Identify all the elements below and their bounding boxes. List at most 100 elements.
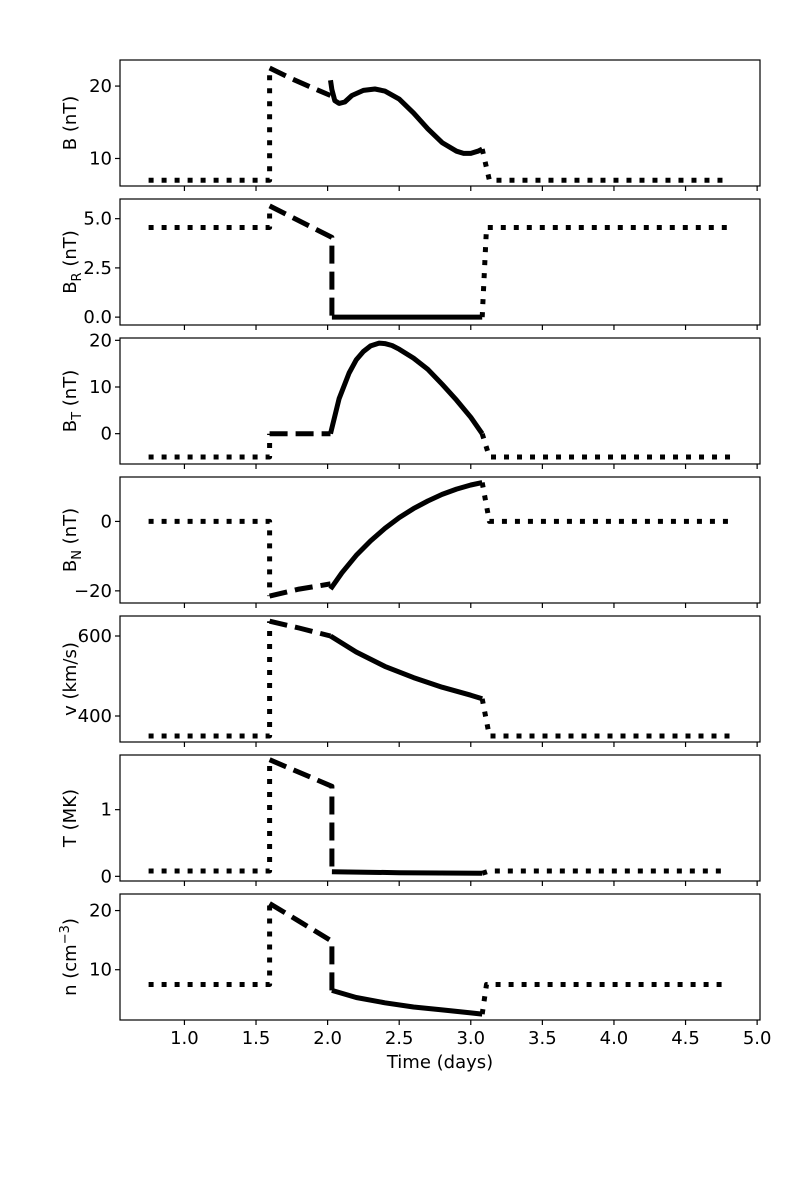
series-line-BT-2-solid <box>328 340 485 436</box>
x-tick-label: 4.0 <box>600 1028 629 1049</box>
series-line-B-3-dotted <box>479 148 729 183</box>
y-tick-label-T: 1 <box>101 800 112 821</box>
y-tick-label-BN: 0 <box>101 511 112 532</box>
y-axis-label-units: (MK) <box>60 789 81 836</box>
series-line-BT-3-dotted <box>479 432 732 460</box>
y-tick-label-T: 0 <box>101 866 112 887</box>
series-group <box>148 480 732 599</box>
y-tick-label-BN: −20 <box>74 581 112 602</box>
y-axis-label-main: T <box>60 835 81 848</box>
y-axis-label-units-close: ) <box>60 918 81 925</box>
x-tick-label: 3.5 <box>528 1028 557 1049</box>
series-line-n-2-solid <box>331 988 483 1017</box>
y-axis-label-units: (nT) <box>60 370 81 412</box>
series-line-v-0-dotted <box>148 621 273 739</box>
series-line-T-2-solid <box>331 869 483 876</box>
panel-frame <box>119 59 761 187</box>
y-axis-label-B: B (nT) <box>60 96 81 151</box>
panel-frame <box>119 476 761 604</box>
series-line-BN-2-solid <box>328 480 483 591</box>
panel-frame <box>119 198 761 326</box>
y-tick-label-n: 10 <box>89 960 112 981</box>
series-line-BT-0-dotted <box>148 433 273 460</box>
y-tick-label-BT: 20 <box>89 330 112 351</box>
panel-frame <box>119 337 761 465</box>
y-tick-label-BT: 10 <box>89 377 112 398</box>
y-axis-label-main: B <box>60 420 81 432</box>
panel-BN: −20 0 BN (nT) <box>60 476 761 608</box>
y-tick-label-BR: 5.0 <box>83 209 112 230</box>
panel-frame <box>119 893 761 1021</box>
series-line-v-2-solid <box>329 633 483 702</box>
x-tick-label: 3.0 <box>456 1028 485 1049</box>
y-axis-label-subscript: R <box>70 272 85 281</box>
series-line-T-0-dotted <box>148 759 273 874</box>
panel-BR: 0.02.55.0BR (nT) <box>60 198 761 330</box>
y-axis-label-units: (km/s) <box>60 642 81 705</box>
series-line-n-3-dotted <box>479 982 729 1015</box>
series-line-n-0-dotted <box>148 903 273 987</box>
series-group <box>148 203 729 320</box>
panel-frame <box>119 615 761 743</box>
y-axis-label-main: v <box>60 705 81 716</box>
series-line-B-1-dashed <box>268 65 332 98</box>
series-group <box>148 901 729 1017</box>
series-line-BN-1-dashed <box>269 581 331 599</box>
series-line-T-3-dotted <box>481 868 729 876</box>
panel-frame <box>119 754 761 882</box>
y-tick-label-BR: 0.0 <box>83 307 112 328</box>
y-axis-label-main: B <box>60 138 81 150</box>
series-line-B-0-dotted <box>148 68 273 183</box>
series-group <box>148 65 729 183</box>
y-axis-label-subscript: N <box>70 550 85 560</box>
y-axis-label-units: (nT) <box>60 230 81 272</box>
series-group <box>148 757 729 876</box>
series-group <box>148 340 732 460</box>
panel-n: 10 20 n (cm−3) 1.0 1.5 2.0 2.5 3.0 3.5 4.0 4.5 5.0 <box>58 893 772 1049</box>
y-axis-label-superscript: −3 <box>58 925 73 944</box>
panel-B: 10 20 B (nT) <box>60 59 761 191</box>
y-tick-label-n: 20 <box>89 901 112 922</box>
y-axis-label-main: B <box>60 281 81 293</box>
series-line-v-1-dashed <box>269 618 332 639</box>
series-line-B-2-solid <box>328 79 484 156</box>
series-line-n-1-dashed <box>268 901 335 991</box>
y-axis-label-BN: BN (nT) <box>60 508 85 572</box>
y-axis-label-n: n (cm−3) <box>58 918 81 996</box>
x-axis-label: Time (days) <box>386 1052 493 1073</box>
y-tick-label-BR: 2.5 <box>83 258 112 279</box>
y-tick-label-B: 10 <box>89 148 112 169</box>
y-axis-label-units: (cm <box>60 944 81 984</box>
series-line-BR-0-dotted <box>148 205 273 230</box>
series-line-BR-1-dashed <box>268 203 335 318</box>
x-tick-label: 2.5 <box>385 1028 414 1049</box>
series-group <box>148 618 732 739</box>
y-axis-label-v: v (km/s) <box>60 642 81 716</box>
y-axis-label-BT: BT (nT) <box>60 370 85 432</box>
x-tick-label: 1.0 <box>170 1028 199 1049</box>
panel-T: 0 1 T (MK) <box>60 754 761 887</box>
y-axis-label-BR: BR (nT) <box>60 230 85 294</box>
y-axis-label-units: (nT) <box>60 96 81 138</box>
series-line-BR-3-dotted <box>479 225 729 318</box>
y-tick-label-B: 20 <box>89 76 112 97</box>
series-line-BN-0-dotted <box>148 518 273 597</box>
y-tick-label-v: 400 <box>78 706 112 727</box>
y-tick-label-v: 600 <box>78 626 112 647</box>
y-axis-label-main: B <box>60 560 81 572</box>
y-axis-label-units: (nT) <box>60 508 81 550</box>
series-line-T-1-dashed <box>268 757 335 872</box>
y-axis-label-main: n <box>60 984 81 995</box>
x-tick-label: 5.0 <box>743 1028 772 1049</box>
series-line-v-3-dotted <box>479 698 732 739</box>
x-tick-label: 2.0 <box>313 1028 342 1049</box>
y-tick-label-BT: 0 <box>101 424 112 445</box>
x-tick-label: 1.5 <box>242 1028 271 1049</box>
y-axis-label-T: T (MK) <box>60 789 81 848</box>
y-axis-label-subscript: T <box>70 412 85 421</box>
series-line-BN-3-dotted <box>479 482 732 524</box>
